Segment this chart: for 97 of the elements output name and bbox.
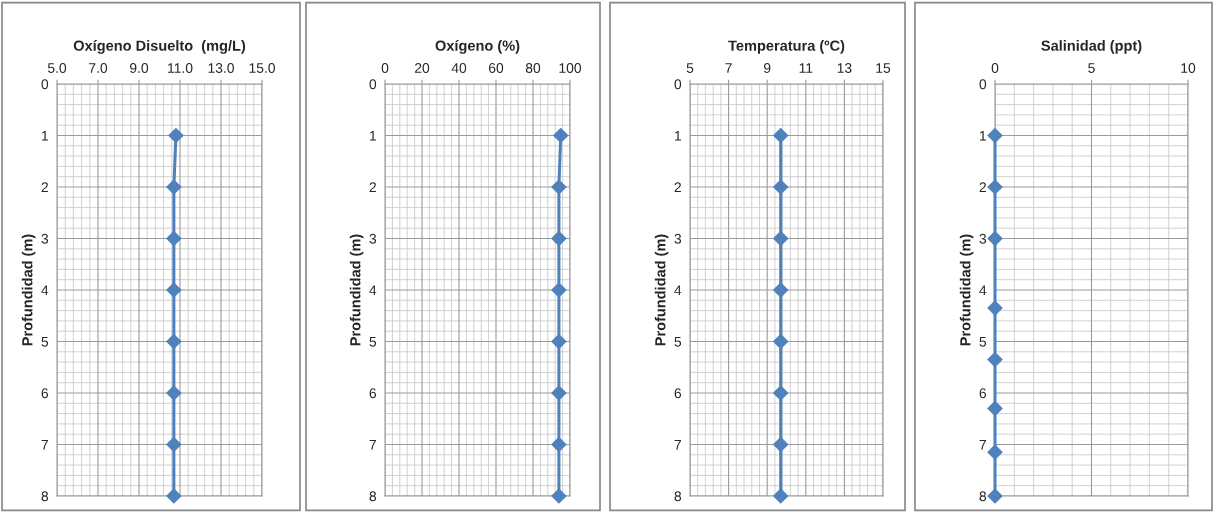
chart-title: Oxígeno (%) [435, 39, 520, 54]
y-tick-label: 8 [369, 491, 377, 502]
y-tick-label: 7 [979, 439, 986, 450]
x-tick-label: 9 [763, 63, 771, 73]
y-tick-label: 3 [41, 233, 49, 244]
x-tick-label: 15.0 [249, 63, 275, 73]
point [166, 230, 182, 247]
x-tick-label: 11.0 [168, 63, 193, 73]
point [987, 444, 1003, 460]
y-axis-title: Profundidad (m) [654, 234, 669, 346]
point [773, 179, 789, 195]
point [773, 385, 789, 401]
x-tick-label: 80 [525, 63, 541, 73]
y-tick-label: 2 [674, 182, 681, 193]
y-tick-label: 0 [369, 79, 377, 90]
point [551, 179, 567, 195]
y-tick-label: 7 [369, 439, 376, 450]
point [553, 127, 569, 144]
point [987, 300, 1003, 316]
point [551, 488, 567, 504]
x-tick-label: 5 [1088, 63, 1095, 73]
y-tick-label: 2 [41, 182, 48, 193]
point [987, 179, 1003, 195]
y-tick-label: 8 [674, 491, 682, 502]
y-tick-label: 1 [980, 130, 986, 141]
point [166, 333, 182, 350]
y-axis-title: Profundidad (m) [959, 234, 974, 346]
y-tick-label: 7 [674, 439, 681, 450]
x-tick-label: 7 [725, 63, 732, 73]
y-tick-label: 4 [979, 285, 987, 296]
point [773, 333, 789, 350]
y-axis-title: Profundidad (m) [349, 234, 364, 346]
point [166, 385, 182, 401]
x-tick-label: 0 [381, 63, 389, 73]
point [551, 385, 567, 401]
point [773, 436, 789, 453]
point [166, 488, 182, 504]
point [551, 230, 567, 247]
point [987, 127, 1003, 144]
y-tick-label: 5 [674, 336, 682, 347]
point [987, 351, 1003, 368]
x-tick-label: 13.0 [208, 63, 234, 73]
x-tick-label: 60 [488, 63, 504, 73]
y-tick-label: 6 [674, 388, 682, 399]
y-tick-label: 3 [369, 233, 377, 244]
y-tick-label: 8 [41, 491, 49, 502]
x-tick-label: 20 [414, 63, 430, 73]
x-tick-label: 5.0 [47, 63, 67, 73]
point [166, 436, 182, 453]
x-tick-label: 10 [1181, 63, 1196, 73]
chart-title: Salinidad (ppt) [1041, 40, 1142, 54]
x-tick-label: 7.0 [89, 63, 108, 73]
y-tick-label: 6 [369, 388, 377, 399]
point [551, 333, 567, 350]
y-tick-label: 3 [979, 233, 987, 244]
y-tick-label: 5 [41, 336, 49, 347]
x-tick-label: 40 [451, 63, 467, 73]
x-tick-label: 11 [799, 63, 813, 73]
y-tick-label: 3 [674, 233, 682, 244]
point [773, 127, 789, 144]
y-tick-label: 0 [41, 79, 49, 90]
point [987, 400, 1003, 417]
x-tick-label: 5 [686, 63, 694, 73]
y-tick-label: 0 [674, 79, 682, 90]
point [773, 488, 789, 504]
y-axis-title: Profundidad (m) [21, 234, 36, 346]
x-tick-label: 100 [559, 63, 582, 73]
x-tick-label: 13 [837, 63, 852, 73]
point [551, 282, 567, 298]
point [551, 436, 567, 453]
y-tick-label: 1 [42, 130, 48, 141]
y-tick-label: 6 [979, 388, 987, 399]
y-tick-label: 6 [41, 388, 49, 399]
y-tick-label: 4 [369, 285, 377, 296]
x-tick-label: 15 [876, 63, 891, 73]
y-tick-label: 5 [979, 336, 987, 347]
chart-title: Temperatura (ºC) [728, 40, 845, 54]
y-tick-label: 2 [369, 182, 376, 193]
y-tick-label: 5 [369, 336, 377, 347]
x-tick-label: 0 [991, 63, 999, 73]
y-tick-label: 0 [979, 79, 987, 90]
y-tick-label: 8 [979, 491, 987, 502]
x-tick-label: 9.0 [130, 63, 149, 73]
point [166, 282, 182, 298]
y-tick-label: 2 [979, 182, 986, 193]
y-tick-label: 1 [370, 130, 376, 141]
chart-title: Oxígeno Disuelto (mg/L) [73, 39, 246, 54]
y-tick-label: 4 [674, 285, 682, 296]
y-tick-label: 1 [675, 130, 681, 141]
y-tick-label: 4 [41, 285, 49, 296]
point [773, 282, 789, 298]
y-tick-label: 7 [41, 439, 48, 450]
point [166, 179, 182, 195]
point [987, 488, 1003, 504]
point [773, 230, 789, 247]
point [168, 127, 184, 144]
point [987, 230, 1003, 247]
